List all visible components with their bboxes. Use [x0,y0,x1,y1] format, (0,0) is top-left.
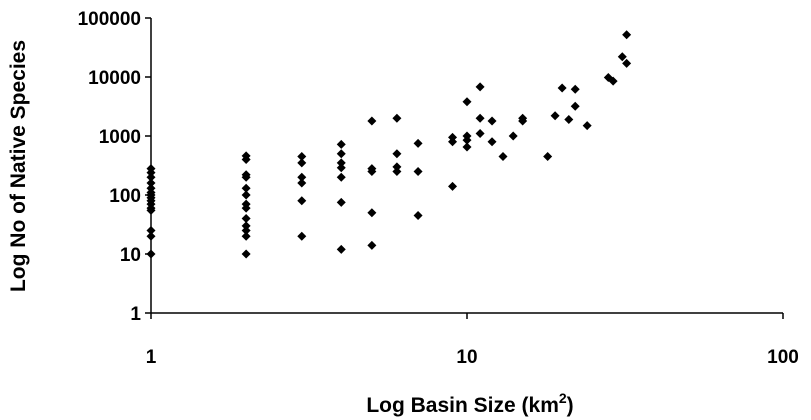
data-point [297,196,307,206]
data-point [336,163,346,173]
data-point [241,231,251,241]
y-axis-title: Log No of Native Species [7,40,30,292]
data-point [608,76,618,86]
data-point [498,151,508,161]
data-point [146,183,156,193]
data-point [336,244,346,254]
data-point [462,142,472,152]
data-point [367,164,377,174]
x-tick-label: 100 [767,347,799,368]
data-point [336,172,346,182]
data-point [518,113,528,123]
data-point [146,178,156,188]
data-point [336,139,346,149]
data-point [336,158,346,168]
data-point [367,208,377,218]
data-point [241,183,251,193]
data-point [475,129,485,139]
data-point [241,199,251,209]
data-point [336,149,346,159]
data-point [367,116,377,126]
data-point [241,190,251,200]
data-point [413,138,423,148]
y-tick-label: 10000 [88,68,141,89]
data-point [475,82,485,92]
data-point [146,164,156,174]
axes [150,18,783,314]
data-point [462,131,472,141]
data-point [462,97,472,107]
data-point [564,115,574,125]
data-point [392,113,402,123]
data-point [241,170,251,180]
y-tick-label: 10 [120,245,141,266]
data-point [617,52,627,62]
data-point [508,131,518,141]
y-tick-label: 1000 [99,127,141,148]
x-tick-label: 10 [456,347,477,368]
data-point [336,197,346,207]
data-point [297,172,307,182]
data-point [392,149,402,159]
x-tick-label: 1 [146,347,157,368]
data-point [570,84,580,94]
data-point [367,240,377,250]
data-point [241,151,251,161]
data-point [146,249,156,259]
data-point [392,162,402,172]
data-point [241,213,251,223]
ticks: 1 10 100 1 10 100 1000 10000 100000 [78,9,799,368]
data-point [622,30,632,40]
data-point [582,121,592,131]
data-point [448,181,458,191]
data-point [413,167,423,177]
x-axis-title: Log Basin Size (km2) [366,390,573,417]
data-point [475,113,485,123]
data-point [146,231,156,241]
data-point [146,226,156,236]
data-point [297,178,307,188]
data-point [487,137,497,147]
data-point [570,101,580,111]
data-point [297,151,307,161]
y-tick-label: 1 [130,304,141,325]
data-point [543,151,553,161]
data-point [622,58,632,68]
data-point [550,111,560,121]
data-point [557,83,567,93]
y-tick-label: 100000 [78,9,141,30]
data-point [448,132,458,142]
data-points [146,30,632,259]
data-point [241,221,251,231]
data-point [297,158,307,168]
data-point [297,231,307,241]
data-point [241,226,251,236]
data-point [392,167,402,177]
data-point [241,249,251,259]
data-point [487,116,497,126]
data-point [413,210,423,220]
y-tick-label: 100 [109,186,141,207]
data-point [146,172,156,182]
